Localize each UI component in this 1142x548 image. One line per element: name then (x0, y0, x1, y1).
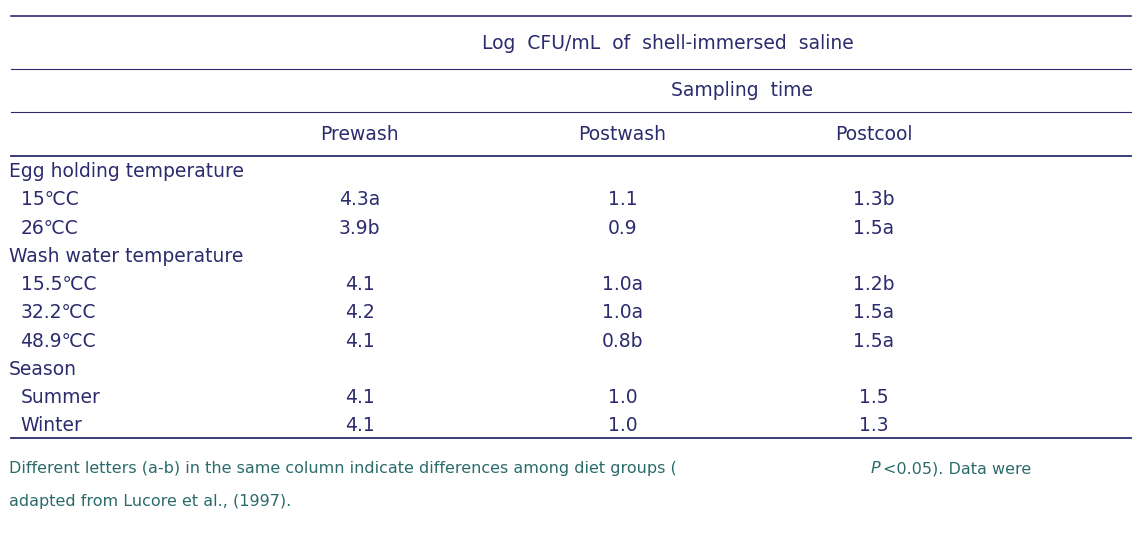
Text: Winter: Winter (21, 416, 82, 435)
Text: 4.2: 4.2 (345, 303, 375, 322)
Text: 4.1: 4.1 (345, 388, 375, 407)
Text: 4.3a: 4.3a (339, 190, 380, 209)
Text: 1.5a: 1.5a (853, 303, 894, 322)
Text: P: P (870, 461, 880, 476)
Text: Prewash: Prewash (321, 125, 399, 144)
Text: Summer: Summer (21, 388, 100, 407)
Text: Season: Season (9, 359, 78, 379)
Text: Wash water temperature: Wash water temperature (9, 247, 243, 266)
Text: 32.2℃C: 32.2℃C (21, 303, 96, 322)
Text: 1.5: 1.5 (859, 388, 888, 407)
Text: 4.1: 4.1 (345, 416, 375, 435)
Text: 48.9℃C: 48.9℃C (21, 332, 96, 351)
Text: Egg holding temperature: Egg holding temperature (9, 162, 244, 181)
Text: <0.05). Data were: <0.05). Data were (883, 461, 1031, 476)
Text: 15℃C: 15℃C (21, 190, 79, 209)
Text: Sampling  time: Sampling time (671, 81, 813, 100)
Text: 1.1: 1.1 (608, 190, 637, 209)
Text: Log  CFU/mL  of  shell-immersed  saline: Log CFU/mL of shell-immersed saline (482, 35, 854, 53)
Text: Postwash: Postwash (578, 125, 667, 144)
Text: 1.5a: 1.5a (853, 332, 894, 351)
Text: 1.2b: 1.2b (853, 275, 894, 294)
Text: Different letters (a-b) in the same column indicate differences among diet group: Different letters (a-b) in the same colu… (9, 461, 677, 476)
Text: 1.0: 1.0 (608, 416, 637, 435)
Text: 1.0a: 1.0a (602, 303, 643, 322)
Text: 1.0: 1.0 (608, 388, 637, 407)
Text: adapted from Lucore et al., (1997).: adapted from Lucore et al., (1997). (9, 494, 291, 509)
Text: 3.9b: 3.9b (339, 219, 380, 238)
Text: 1.3b: 1.3b (853, 190, 894, 209)
Text: 1.3: 1.3 (859, 416, 888, 435)
Text: 0.9: 0.9 (608, 219, 637, 238)
Text: Postcool: Postcool (835, 125, 912, 144)
Text: 4.1: 4.1 (345, 275, 375, 294)
Text: 4.1: 4.1 (345, 332, 375, 351)
Text: 1.5a: 1.5a (853, 219, 894, 238)
Text: 26℃C: 26℃C (21, 219, 79, 238)
Text: 1.0a: 1.0a (602, 275, 643, 294)
Text: 0.8b: 0.8b (602, 332, 643, 351)
Text: 15.5℃C: 15.5℃C (21, 275, 96, 294)
